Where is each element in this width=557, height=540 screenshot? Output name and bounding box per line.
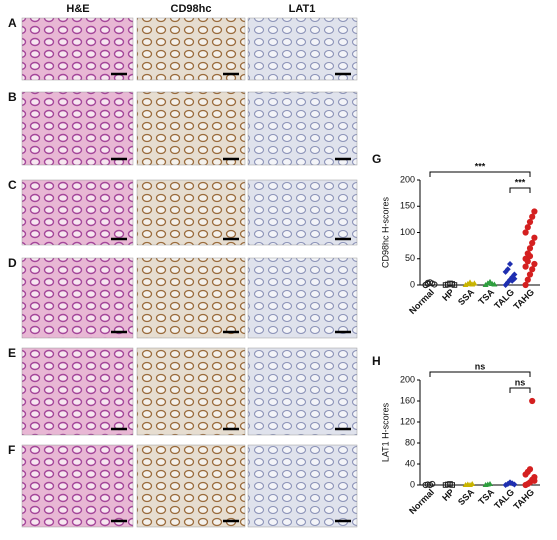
x-tick-label: TALG [492, 487, 516, 511]
y-tick-label: 150 [400, 201, 415, 211]
data-point [511, 271, 518, 278]
bracket [429, 371, 531, 377]
micrograph [247, 179, 358, 246]
annotation: ns [515, 377, 526, 387]
annotation: ns [475, 361, 486, 371]
data-point [522, 229, 529, 236]
row-label: A [8, 16, 17, 30]
micrograph [136, 444, 246, 528]
data-point [529, 239, 536, 247]
x-tick-label: TAHG [511, 287, 536, 312]
data-point [451, 282, 458, 288]
y-tick-label: 200 [400, 374, 415, 384]
x-tick-label: HP [440, 487, 456, 503]
micrograph [136, 347, 246, 436]
column-header: CD98hc [171, 3, 212, 15]
data-point [429, 480, 436, 488]
bracket [429, 171, 531, 177]
row-label: D [8, 256, 17, 270]
bracket [509, 387, 531, 393]
micrograph [247, 444, 358, 528]
data-point [469, 480, 476, 486]
micrograph [136, 91, 246, 166]
row-label: E [8, 346, 16, 360]
data-point [504, 266, 511, 273]
annotation: *** [475, 161, 486, 171]
data-point [526, 271, 534, 278]
data-point [471, 280, 478, 286]
data-point [491, 281, 498, 287]
y-tick-label: 100 [400, 227, 415, 237]
annotation: *** [515, 177, 526, 187]
y-tick-label: 200 [400, 174, 415, 184]
micrograph [136, 179, 246, 246]
row-label: F [8, 443, 15, 457]
bracket [509, 187, 531, 193]
y-tick-label: 80 [405, 437, 415, 447]
data-point [507, 261, 513, 267]
x-tick-label: Normal [407, 487, 436, 516]
y-tick-label: 120 [400, 416, 415, 426]
micrograph [136, 257, 246, 339]
y-tick-label: 0 [410, 279, 415, 289]
data-point [529, 266, 536, 273]
panel-label: G [372, 152, 381, 166]
data-point [529, 213, 536, 220]
row-label: C [8, 178, 17, 192]
micrograph [247, 91, 358, 166]
data-point [526, 245, 534, 252]
micrograph [247, 257, 358, 339]
data-point [531, 477, 538, 484]
x-tick-label: SSA [456, 287, 477, 308]
data-point [526, 466, 534, 473]
micrograph [247, 347, 358, 436]
micrograph [21, 444, 134, 528]
data-point [522, 281, 529, 289]
panel-label: H [372, 354, 381, 368]
x-tick-label: Normal [407, 287, 436, 316]
x-tick-label: SSA [456, 487, 477, 508]
data-point [529, 397, 536, 405]
data-point [431, 281, 438, 288]
x-tick-label: HP [440, 287, 456, 303]
data-point [511, 481, 518, 488]
micrograph [21, 257, 134, 339]
micrograph [21, 91, 134, 166]
data-point [524, 276, 531, 283]
column-header: LAT1 [289, 3, 316, 15]
data-point [526, 253, 534, 260]
data-point [524, 258, 531, 265]
data-point [531, 208, 538, 215]
micrograph [21, 179, 134, 246]
x-tick-label: TAHG [511, 487, 536, 512]
data-point [531, 260, 538, 268]
x-tick-label: TALG [492, 287, 516, 311]
data-point [511, 275, 518, 282]
data-point [522, 263, 529, 270]
y-axis-label: LAT1 H-scores [380, 402, 390, 462]
data-point [531, 234, 538, 241]
micrograph [247, 17, 358, 81]
micrograph [136, 17, 246, 81]
y-tick-label: 50 [405, 253, 415, 263]
micrograph [21, 17, 134, 81]
data-point [487, 480, 493, 486]
data-point [424, 279, 431, 286]
y-axis-label: CD98hc H-scores [380, 196, 390, 268]
y-tick-label: 160 [400, 395, 415, 405]
data-point [526, 218, 534, 226]
row-label: B [8, 90, 17, 104]
micrograph [21, 347, 134, 436]
data-point [449, 482, 455, 488]
y-tick-label: 40 [405, 458, 415, 468]
column-header: H&E [66, 3, 89, 15]
y-tick-label: 0 [410, 479, 415, 489]
data-point [524, 224, 531, 231]
